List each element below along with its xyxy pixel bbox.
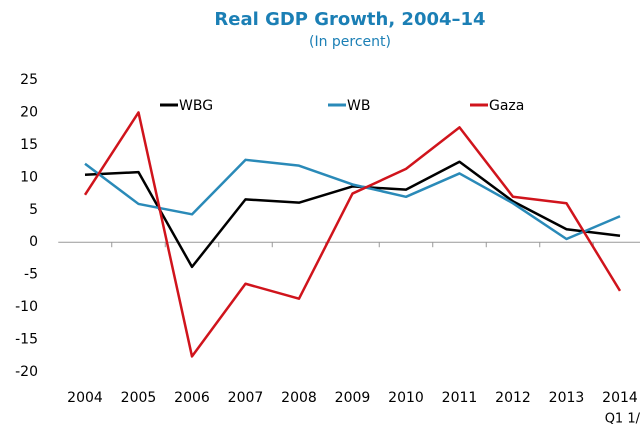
series-line <box>83 111 622 358</box>
x-tick-label: 2012 <box>495 390 531 406</box>
x-tick-label: 2008 <box>281 390 317 406</box>
y-tick-label: -15 <box>15 332 38 348</box>
x-tick-label: 2011 <box>442 390 478 406</box>
x-tick-label: 2010 <box>388 390 424 406</box>
chart-subtitle: (In percent) <box>309 34 391 50</box>
y-tick-label: 25 <box>20 72 38 88</box>
x-tick-label: 2007 <box>228 390 264 406</box>
x-tick-label: 2009 <box>335 390 371 406</box>
legend-label: WBG <box>179 98 213 114</box>
x-tick-label: 2005 <box>121 390 157 406</box>
x-tick-label: 2013 <box>549 390 585 406</box>
series-line <box>84 158 621 241</box>
annotation: Q1 1/ <box>605 412 640 427</box>
chart-title: Real GDP Growth, 2004–14 <box>214 9 485 30</box>
y-tick-label: 20 <box>20 104 38 120</box>
series-line <box>84 160 621 269</box>
y-tick-label: -5 <box>24 267 38 283</box>
y-tick-label: 15 <box>20 137 38 153</box>
y-tick-label: 0 <box>29 234 38 250</box>
x-tick-label: 2006 <box>174 390 210 406</box>
y-tick-label: 10 <box>20 169 38 185</box>
x-tick-label: 2014 <box>602 390 638 406</box>
y-tick-label: -20 <box>15 364 38 380</box>
y-tick-label: 5 <box>29 202 38 218</box>
legend-label: Gaza <box>489 98 524 114</box>
y-tick-label: -10 <box>15 299 38 315</box>
legend-label: WB <box>347 98 370 114</box>
x-tick-label: 2004 <box>67 390 103 406</box>
